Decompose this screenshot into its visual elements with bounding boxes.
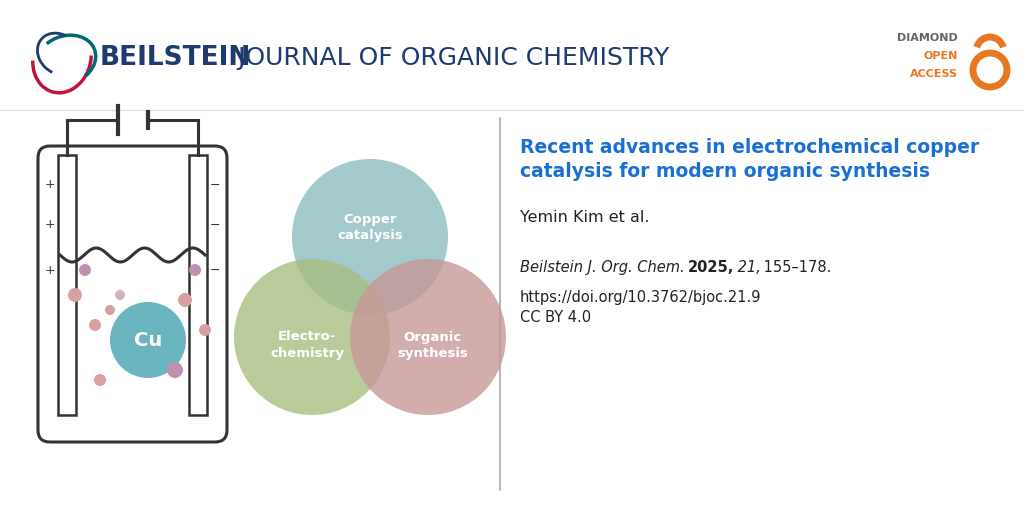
Circle shape (94, 374, 106, 386)
Text: Electro-
chemistry: Electro- chemistry (270, 331, 344, 359)
Circle shape (292, 159, 449, 315)
Circle shape (110, 302, 186, 378)
Text: Recent advances in electrochemical copper
catalysis for modern organic synthesis: Recent advances in electrochemical coppe… (520, 138, 979, 181)
Circle shape (115, 290, 125, 300)
Text: +: + (45, 219, 55, 231)
Bar (0, 0, 1024, 110)
Text: DIAMOND: DIAMOND (897, 33, 958, 43)
Circle shape (79, 264, 91, 276)
Text: −: − (210, 179, 220, 191)
Text: CC BY 4.0: CC BY 4.0 (520, 310, 591, 325)
Circle shape (178, 293, 193, 307)
Circle shape (105, 305, 115, 315)
Text: BEILSTEIN: BEILSTEIN (100, 45, 251, 71)
Bar (189, 155, 207, 415)
Text: 2025,: 2025, (688, 260, 734, 275)
Text: ACCESS: ACCESS (910, 69, 958, 79)
Text: https://doi.org/10.3762/bjoc.21.9: https://doi.org/10.3762/bjoc.21.9 (520, 290, 762, 305)
Text: +: + (45, 264, 55, 276)
Text: 21,: 21, (733, 260, 761, 275)
Text: Cu: Cu (134, 331, 162, 350)
Bar (58, 155, 76, 415)
Text: +: + (45, 179, 55, 191)
Circle shape (234, 259, 390, 415)
Circle shape (68, 288, 82, 302)
Circle shape (189, 264, 201, 276)
Text: Copper
catalysis: Copper catalysis (337, 212, 402, 242)
Circle shape (199, 324, 211, 336)
Circle shape (350, 259, 506, 415)
Text: OPEN: OPEN (924, 51, 958, 61)
Text: Organic
synthesis: Organic synthesis (397, 331, 468, 359)
Text: 155–178.: 155–178. (759, 260, 831, 275)
Circle shape (89, 319, 101, 331)
Text: Beilstein J. Org. Chem.: Beilstein J. Org. Chem. (520, 260, 689, 275)
Text: JOURNAL OF ORGANIC CHEMISTRY: JOURNAL OF ORGANIC CHEMISTRY (230, 46, 670, 70)
Text: −: − (210, 219, 220, 231)
Circle shape (167, 362, 183, 378)
Text: −: − (210, 264, 220, 276)
Text: Yemin Kim et al.: Yemin Kim et al. (520, 210, 649, 225)
